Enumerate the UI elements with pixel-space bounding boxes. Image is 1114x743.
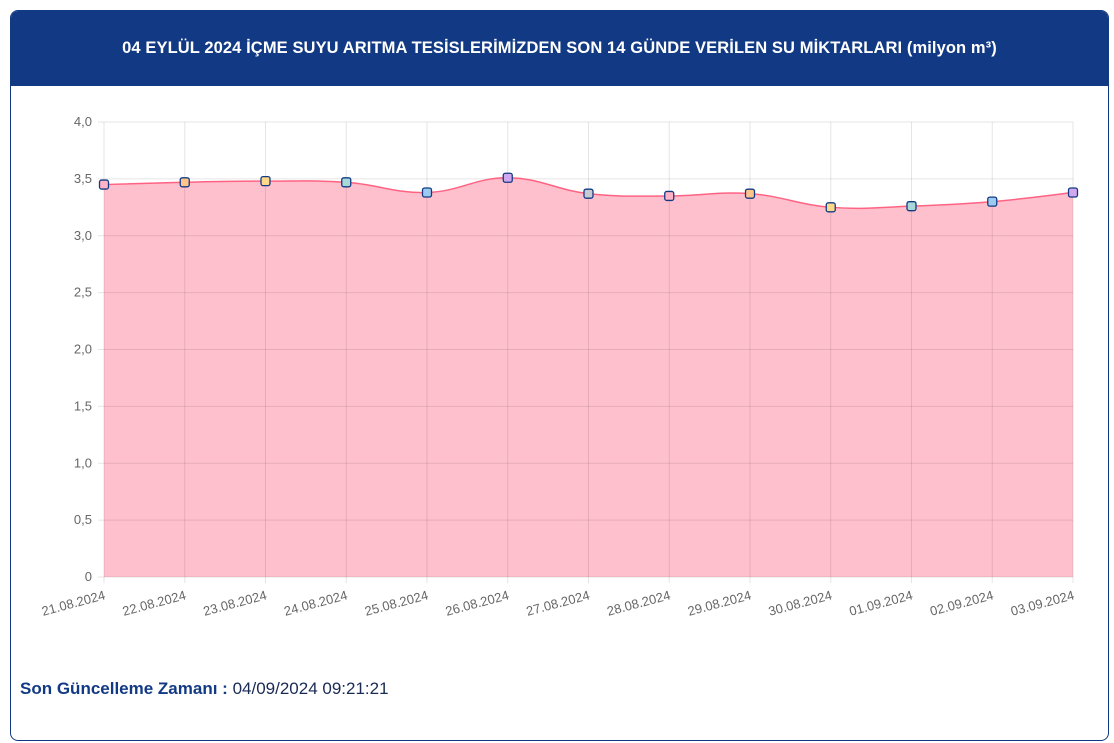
x-tick-label: 01.09.2024	[848, 587, 915, 618]
data-point	[421, 187, 433, 198]
y-tick-label: 3,5	[74, 171, 92, 186]
last-update-label: Son Güncelleme Zamanı :	[20, 679, 228, 698]
y-tick-label: 1,5	[74, 398, 92, 413]
x-tick-label: 24.08.2024	[282, 587, 349, 618]
data-point	[179, 177, 190, 188]
y-tick-label: 2,0	[74, 342, 92, 357]
data-point	[664, 190, 675, 202]
x-tick-label: 29.08.2024	[686, 587, 753, 618]
data-point	[98, 179, 110, 190]
data-point	[987, 196, 998, 207]
last-update-value: 04/09/2024 09:21:21	[232, 679, 389, 698]
x-tick-label: 25.08.2024	[363, 587, 430, 618]
data-point	[825, 202, 836, 213]
data-point	[583, 188, 594, 199]
y-tick-label: 0,5	[74, 512, 92, 527]
y-tick-label: 4,0	[74, 114, 92, 129]
data-point	[744, 188, 756, 199]
x-tick-label: 26.08.2024	[444, 587, 511, 618]
x-tick-label: 22.08.2024	[121, 587, 188, 618]
chart-title: 04 EYLÜL 2024 İÇME SUYU ARITMA TESİSLERİ…	[11, 11, 1108, 86]
x-tick-label: 28.08.2024	[605, 587, 672, 618]
y-tick-label: 0	[85, 569, 92, 584]
last-update: Son Güncelleme Zamanı : 04/09/2024 09:21…	[20, 679, 389, 699]
area-fill	[104, 177, 1073, 577]
y-tick-label: 2,5	[74, 285, 92, 300]
data-point	[260, 175, 271, 187]
x-tick-label: 23.08.2024	[202, 587, 269, 618]
x-tick-label: 21.08.2024	[40, 587, 107, 618]
x-tick-label: 30.08.2024	[767, 587, 834, 618]
data-point	[502, 172, 513, 183]
x-tick-label: 27.08.2024	[525, 587, 592, 618]
data-point	[1067, 187, 1079, 198]
x-tick-label: 03.09.2024	[1009, 587, 1076, 618]
y-tick-label: 3,0	[74, 228, 92, 243]
data-point	[906, 201, 917, 212]
y-tick-label: 1,0	[74, 455, 92, 470]
data-point	[341, 177, 352, 188]
x-tick-label: 02.09.2024	[928, 587, 995, 618]
